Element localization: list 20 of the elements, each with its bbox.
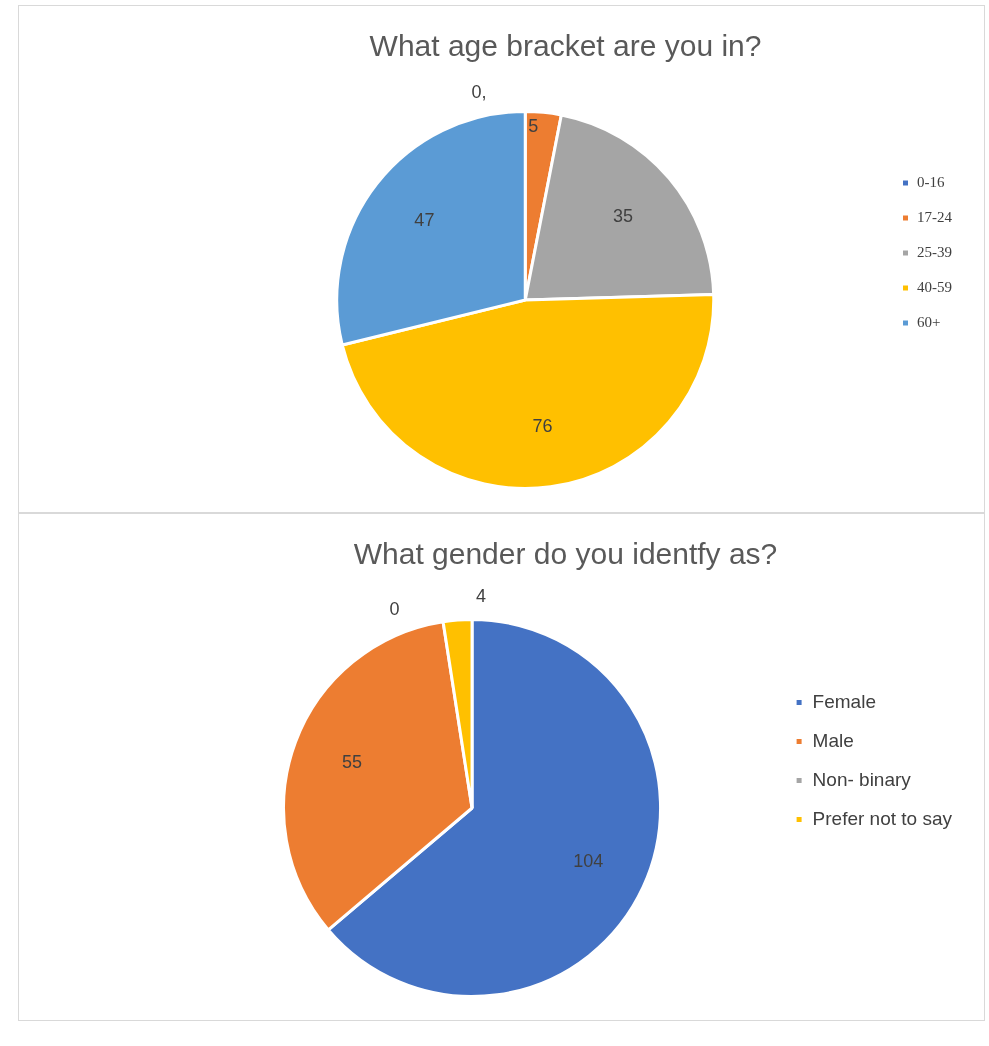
data-label: 35 bbox=[612, 206, 634, 227]
chart-title: What age bracket are you in? bbox=[369, 29, 762, 63]
text: 0 bbox=[389, 599, 400, 620]
legend-label: Male bbox=[812, 729, 854, 751]
legend-label: Non- binary bbox=[812, 768, 912, 790]
legend-label: 17-24 bbox=[917, 208, 953, 225]
legend-label: 0-16 bbox=[917, 173, 945, 190]
legend-label: Female bbox=[812, 690, 876, 712]
text: 0, bbox=[471, 81, 487, 102]
data-label: 55 bbox=[341, 752, 362, 773]
data-label: 104 bbox=[573, 850, 604, 871]
legend-label: Prefer not to say bbox=[812, 807, 953, 829]
data-label: 47 bbox=[414, 209, 435, 230]
legend-label: 25-39 bbox=[917, 243, 952, 260]
legend-label: 60+ bbox=[917, 313, 941, 330]
legend-label: 40-59 bbox=[917, 278, 952, 295]
data-label: 4 bbox=[476, 586, 487, 607]
data-label: 76 bbox=[532, 415, 553, 436]
data-label: 5 bbox=[528, 115, 539, 136]
chart-title: What gender do you identfy as? bbox=[353, 537, 778, 571]
